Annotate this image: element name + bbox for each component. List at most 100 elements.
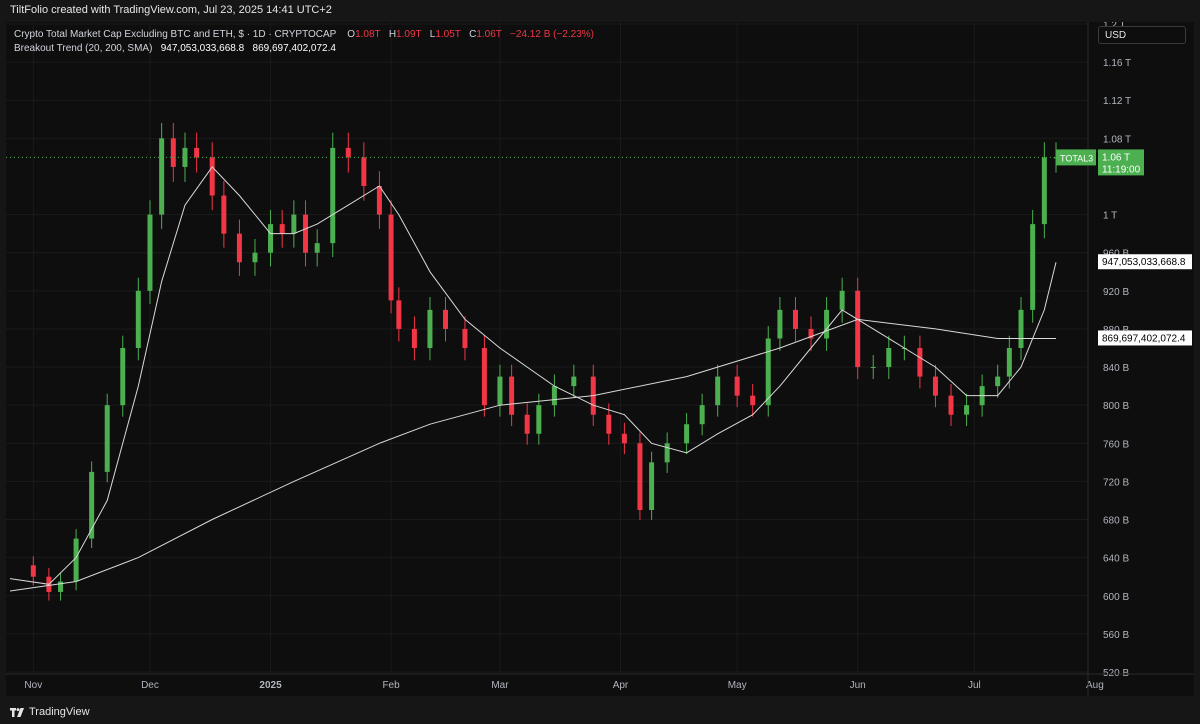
price-tick-label: 720 B — [1103, 477, 1129, 488]
candle-body[interactable] — [734, 376, 740, 396]
indicator-value-sma200: 869,697,402,072.4 — [252, 43, 336, 54]
candle-body[interactable] — [551, 386, 557, 406]
candle-body[interactable] — [361, 157, 367, 186]
candle-body[interactable] — [170, 138, 176, 167]
candle-body[interactable] — [497, 376, 503, 406]
candle-body[interactable] — [649, 462, 655, 510]
candle-body[interactable] — [221, 195, 227, 234]
candle-body[interactable] — [443, 309, 449, 329]
sma20-tag: 947,053,033,668.8 — [1102, 257, 1186, 268]
candle-body[interactable] — [135, 290, 141, 348]
candle-body[interactable] — [524, 414, 530, 434]
candle-body[interactable] — [30, 565, 36, 577]
price-tick-label: 880 B — [1103, 325, 1129, 336]
candle-body[interactable] — [159, 138, 165, 215]
candle-body[interactable] — [147, 214, 153, 291]
candle-body[interactable] — [314, 243, 320, 253]
close-value: 1.06T — [476, 29, 502, 40]
indicator-name[interactable]: Breakout Trend (20, 200, SMA) — [14, 43, 153, 54]
chart-panel[interactable]: 1.2 T 1.16 T 1.12 T 1.08 T 1 T 960 B 920 B 880 … — [6, 20, 1194, 696]
candle-body[interactable] — [481, 348, 487, 406]
candle-body[interactable] — [236, 233, 242, 263]
candle-body[interactable] — [948, 395, 954, 415]
bottom-bar — [0, 698, 1200, 724]
sma200-tag: 869,697,402,072.4 — [1102, 333, 1186, 344]
time-tick-label: Apr — [613, 680, 629, 691]
price-tick-label: 840 B — [1103, 363, 1129, 374]
candle-body[interactable] — [268, 224, 274, 253]
time-tick-label: May — [728, 680, 747, 691]
candle-body[interactable] — [808, 328, 814, 339]
candle-body[interactable] — [376, 186, 382, 215]
price-tick-label: 1.16 T — [1103, 58, 1131, 69]
candle-body[interactable] — [839, 290, 845, 310]
price-tick-label: 1.08 T — [1103, 134, 1131, 145]
candle-body[interactable] — [777, 309, 783, 339]
price-chart[interactable]: 1.2 T 1.16 T 1.12 T 1.08 T 1 T 960 B 920 B 880 … — [6, 20, 1194, 696]
candle-body[interactable] — [870, 367, 876, 369]
candle-body[interactable] — [1006, 348, 1012, 377]
candle-body[interactable] — [932, 376, 938, 396]
time-tick-label: Aug — [1086, 680, 1104, 691]
top-bar: TiltFolio created with TradingView.com, … — [0, 0, 1200, 22]
open-value: 1.08T — [355, 29, 381, 40]
symbol-legend-row: Crypto Total Market Cap Excluding BTC an… — [14, 28, 594, 42]
candle-body[interactable] — [291, 214, 297, 234]
candle-body[interactable] — [571, 376, 577, 387]
ticker-tag-box — [1056, 149, 1096, 166]
symbol-description[interactable]: Crypto Total Market Cap Excluding BTC an… — [14, 29, 337, 40]
candle-body[interactable] — [411, 328, 417, 348]
candle-body[interactable] — [252, 252, 258, 263]
price-tick-label: 1.12 T — [1103, 96, 1131, 107]
candle-body[interactable] — [715, 376, 721, 406]
currency-selector[interactable]: USD — [1098, 26, 1186, 44]
candle-body[interactable] — [104, 405, 110, 472]
time-tick-label: Mar — [491, 680, 509, 691]
candle-body[interactable] — [396, 300, 402, 329]
time-tick-label: Nov — [24, 680, 42, 691]
candle-body[interactable] — [182, 147, 188, 167]
candle-body[interactable] — [606, 414, 612, 434]
last-price-tag-box — [1098, 149, 1144, 176]
candle-body[interactable] — [58, 581, 64, 592]
candle-body[interactable] — [1030, 224, 1036, 310]
candle-body[interactable] — [995, 376, 1001, 387]
candle-body[interactable] — [209, 157, 215, 196]
candle-body[interactable] — [637, 443, 643, 510]
candle-body[interactable] — [194, 147, 200, 158]
candle-body[interactable] — [388, 214, 394, 301]
candle-body[interactable] — [964, 405, 970, 415]
candle-body[interactable] — [765, 338, 771, 406]
candle-body[interactable] — [792, 309, 798, 329]
candle-body[interactable] — [73, 538, 79, 582]
candle-body[interactable] — [462, 328, 468, 348]
candle-body[interactable] — [1041, 157, 1047, 225]
candle-body[interactable] — [917, 348, 923, 377]
candle-body[interactable] — [303, 214, 309, 253]
candle-body[interactable] — [536, 405, 542, 434]
candle-body[interactable] — [427, 309, 433, 348]
price-tick-label: 680 B — [1103, 516, 1129, 527]
candle-body[interactable] — [750, 395, 756, 406]
indicator-legend-row: Breakout Trend (20, 200, SMA) 947,053,03… — [14, 42, 594, 56]
time-tick-label: 2025 — [259, 680, 282, 691]
candle-body[interactable] — [699, 405, 705, 425]
candle-body[interactable] — [89, 471, 95, 539]
candle-body[interactable] — [120, 348, 126, 406]
high-label: H — [388, 29, 397, 40]
candle-body[interactable] — [855, 290, 861, 368]
candle-body[interactable] — [279, 224, 285, 234]
created-by-label: TiltFolio created with TradingView.com, … — [10, 4, 332, 16]
candle-body[interactable] — [684, 424, 690, 444]
candle-body[interactable] — [1018, 309, 1024, 348]
price-tick-label: 640 B — [1103, 554, 1129, 565]
tradingview-brand[interactable]: TradingView — [10, 706, 90, 718]
candle-body[interactable] — [824, 309, 830, 339]
candle-body[interactable] — [621, 433, 627, 444]
candle-body[interactable] — [886, 348, 892, 368]
candle-body[interactable] — [345, 147, 351, 158]
candle-body[interactable] — [664, 443, 670, 463]
candle-body[interactable] — [509, 376, 515, 415]
price-tick-label: 760 B — [1103, 439, 1129, 450]
candle-body[interactable] — [330, 147, 336, 244]
